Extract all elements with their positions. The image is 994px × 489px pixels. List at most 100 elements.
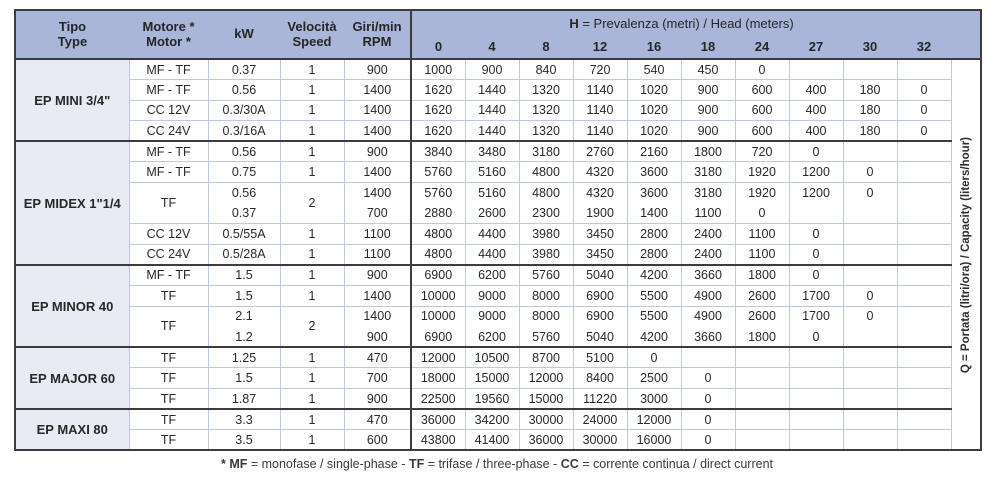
cell-rpm: 700 bbox=[344, 367, 412, 389]
cell-q-12: 3450 bbox=[573, 223, 628, 245]
cell-q-8: 4800 bbox=[519, 182, 574, 204]
header-tipo: Tipo Type bbox=[15, 10, 129, 60]
cell-q-0: 2880 bbox=[410, 203, 466, 225]
cell-kw: 1.5 bbox=[208, 263, 281, 287]
cell-q-24: 1920 bbox=[735, 182, 790, 204]
cell-q-24: 1800 bbox=[735, 263, 790, 287]
table-row: TF 2.1 2 1400 10000 9000 8000 6900 5500 4900 2600 1… bbox=[15, 306, 981, 348]
table-row: EP MINOR 40 MF - TF 1.5 1 900 6900 6200 5760 504… bbox=[15, 263, 981, 348]
cell-q-0: 18000 bbox=[410, 367, 466, 389]
head-tick-16: 16 bbox=[627, 37, 681, 60]
cell-q-8: 8000 bbox=[519, 306, 574, 327]
cell-rpm: 900 bbox=[344, 263, 412, 287]
cell-q-32 bbox=[897, 346, 952, 369]
cell-speed: 1 bbox=[280, 58, 345, 81]
cell-q-18: 900 bbox=[681, 120, 736, 142]
table-row: TF 0.56 2 1400 5760 5160 4800 4320 3600 3180 1920 1… bbox=[15, 182, 981, 225]
cell-q-8: 1320 bbox=[519, 79, 574, 101]
cell-q-30: 0 bbox=[843, 285, 898, 307]
cell-q-12: 6900 bbox=[573, 285, 628, 307]
table-row: EP MAJOR 60 TF 1.25 1 470 12000 10500 8700 5100 0 bbox=[15, 346, 981, 410]
header-velocita: Velocità Speed bbox=[280, 10, 344, 60]
cell-q-32: 0 bbox=[897, 79, 952, 101]
cell-q-4: 2600 bbox=[465, 203, 520, 225]
cell-q-24: 0 bbox=[735, 203, 790, 225]
group-label: EP MIDEX 1"1/4 bbox=[15, 140, 130, 266]
cell-motor: CC 24V bbox=[129, 244, 209, 266]
cell-q-8: 15000 bbox=[519, 388, 574, 410]
header-giri-line2: RPM bbox=[362, 33, 392, 49]
cell-q-18: 1800 bbox=[681, 140, 736, 163]
cell-kw: 3.3 bbox=[208, 408, 281, 431]
cell-q-4: 4400 bbox=[465, 223, 520, 245]
cell-q-27: 0 bbox=[789, 140, 844, 163]
cell-q-30 bbox=[843, 140, 898, 163]
cell-q-12: 2760 bbox=[573, 140, 628, 163]
cell-q-8: 1320 bbox=[519, 120, 574, 142]
head-tick-0: 0 bbox=[410, 37, 465, 60]
cell-q-24: 1920 bbox=[735, 161, 790, 184]
cell-q-12: 11220 bbox=[573, 388, 628, 410]
cell-q-27 bbox=[789, 408, 844, 431]
cell-q-0: 22500 bbox=[410, 388, 466, 410]
cell-q-0: 5760 bbox=[410, 161, 466, 184]
cell-q-18: 0 bbox=[681, 408, 736, 431]
cell-motor: TF bbox=[129, 429, 209, 451]
cell-speed: 1 bbox=[280, 244, 345, 266]
cell-q-16: 4200 bbox=[627, 263, 682, 287]
cell-rpm: 900 bbox=[344, 58, 412, 81]
cell-q-16: 1020 bbox=[627, 79, 682, 101]
cell-q-4: 900 bbox=[465, 58, 520, 81]
cell-q-8: 8000 bbox=[519, 285, 574, 307]
cell-q-27: 1700 bbox=[789, 306, 844, 327]
cell-q-0: 10000 bbox=[410, 306, 466, 327]
head-tick-8: 8 bbox=[519, 37, 573, 60]
cell-rpm: 900 bbox=[344, 140, 412, 163]
cell-q-16: 12000 bbox=[627, 408, 682, 431]
cell-q-16: 1020 bbox=[627, 100, 682, 122]
cell-speed: 1 bbox=[280, 367, 345, 389]
cell-q-0: 6900 bbox=[410, 263, 466, 287]
cell-q-4: 41400 bbox=[465, 429, 520, 451]
cell-q-16: 5500 bbox=[627, 306, 682, 327]
cell-motor: MF - TF bbox=[129, 79, 209, 101]
cell-q-27 bbox=[789, 388, 844, 410]
cell-q-18: 4900 bbox=[681, 285, 736, 307]
cell-q-4: 9000 bbox=[465, 285, 520, 307]
cell-q-32 bbox=[897, 223, 952, 245]
cell-q-4: 6200 bbox=[465, 263, 520, 287]
cell-q-4: 15000 bbox=[465, 367, 520, 389]
cell-q-27: 1200 bbox=[789, 161, 844, 184]
cell-q-12: 24000 bbox=[573, 408, 628, 431]
cell-q-30 bbox=[843, 367, 898, 389]
pump-spec-table: Tipo Type Motore * Motor * kW Velocità S… bbox=[14, 9, 983, 452]
cell-q-12: 5100 bbox=[573, 346, 628, 369]
cell-motor: TF bbox=[129, 346, 209, 369]
footnote-abbr: * MF bbox=[220, 457, 248, 471]
cell-q-16: 2800 bbox=[627, 223, 682, 245]
cell-q-4: 5160 bbox=[465, 161, 520, 184]
cell-speed: 1 bbox=[280, 100, 345, 122]
cell-kw: 1.5 bbox=[208, 367, 281, 389]
cell-q-18: 3180 bbox=[681, 182, 736, 204]
cell-q-27: 0 bbox=[789, 263, 844, 287]
cell-q-18: 450 bbox=[681, 58, 736, 81]
cell-motor: MF - TF bbox=[129, 140, 209, 163]
cell-q-8: 30000 bbox=[519, 408, 574, 431]
cell-rpm: 1400 bbox=[344, 306, 412, 327]
footnote-text: = monofase / single-phase - bbox=[247, 457, 409, 471]
cell-q-24: 600 bbox=[735, 79, 790, 101]
cell-kw: 0.5/28A bbox=[208, 244, 281, 266]
table-row: CC 12V 0.5/55A 1 1100 4800 4400 3980 3450 2800 24… bbox=[15, 223, 981, 245]
table-row: MF - TF 0.56 1 1400 1620 1440 1320 1140 1020 900 6… bbox=[15, 79, 981, 101]
cell-q-0: 12000 bbox=[410, 346, 466, 369]
cell-q-16: 0 bbox=[627, 346, 682, 369]
header-strip-spacer bbox=[951, 10, 982, 60]
cell-q-18: 900 bbox=[681, 79, 736, 101]
cell-q-24 bbox=[735, 388, 790, 410]
cell-q-8: 5760 bbox=[519, 326, 574, 348]
cell-q-27: 0 bbox=[789, 326, 844, 348]
table-row: EP MINI 3/4" MF - TF 0.37 1 900 1000 900 840 720… bbox=[15, 57, 982, 451]
table-row: TF 3.5 1 600 43800 41400 36000 30000 16000 0 bbox=[15, 429, 981, 451]
head-tick-32: 32 bbox=[897, 37, 952, 60]
